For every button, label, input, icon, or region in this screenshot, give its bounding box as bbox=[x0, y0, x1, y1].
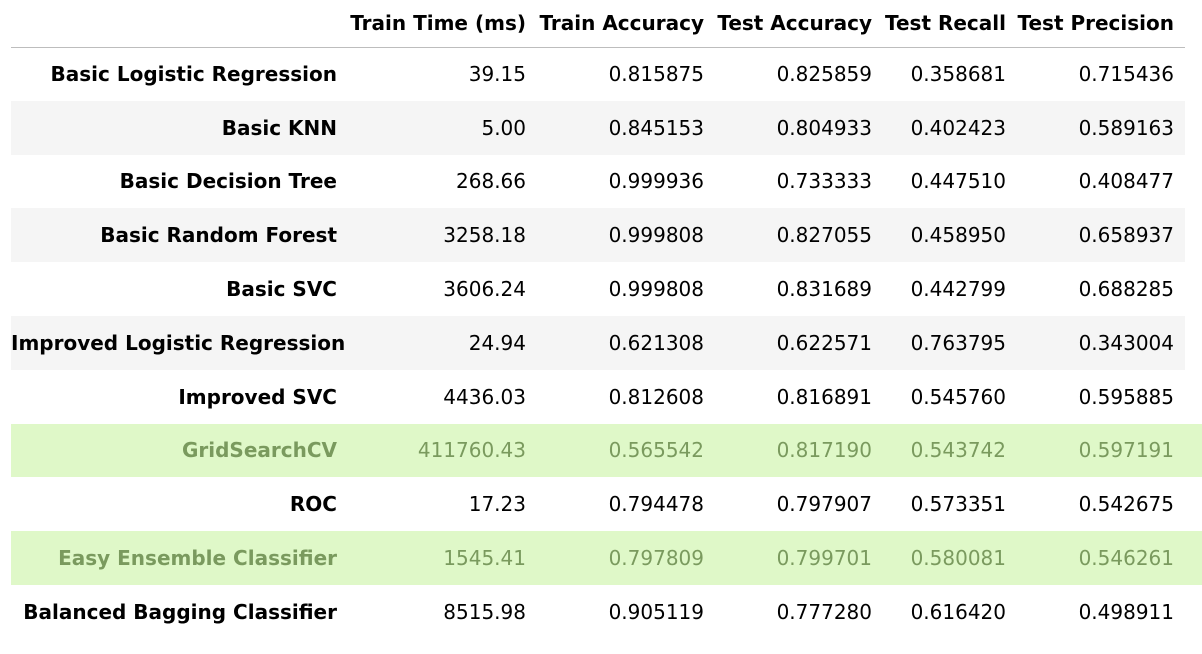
train-time-cell: 3606.24 bbox=[443, 277, 526, 302]
test-precision-cell: 0.343004 bbox=[1078, 330, 1174, 355]
row-label: Basic Decision Tree bbox=[119, 169, 337, 194]
test-precision-cell: 0.546261 bbox=[1078, 546, 1174, 571]
test-precision-cell: 0.542675 bbox=[1078, 492, 1174, 517]
table-header: Train Time (ms) Train Accuracy Test Accu… bbox=[11, 0, 1185, 48]
test-recall-cell: 0.358681 bbox=[910, 62, 1006, 87]
row-label: Basic Random Forest bbox=[100, 223, 337, 248]
train-accuracy-cell: 0.565542 bbox=[608, 438, 704, 463]
row-label: Improved SVC bbox=[178, 384, 337, 409]
header-test-precision: Test Precision bbox=[1017, 0, 1185, 48]
table-row: ROC 17.23 0.794478 0.797907 0.573351 0.542675 bbox=[11, 477, 1185, 531]
test-recall-cell: 0.402423 bbox=[910, 115, 1006, 140]
train-accuracy-cell: 0.845153 bbox=[608, 115, 704, 140]
row-label: Improved Logistic Regression bbox=[11, 330, 346, 355]
test-accuracy-cell: 0.816891 bbox=[776, 384, 872, 409]
test-recall-cell: 0.545760 bbox=[910, 384, 1006, 409]
table-row: Basic KNN 5.00 0.845153 0.804933 0.402423 0.5… bbox=[11, 100, 1185, 155]
test-accuracy-cell: 0.797907 bbox=[776, 492, 872, 517]
highlight-band bbox=[1185, 423, 1202, 478]
train-accuracy-cell: 0.797809 bbox=[608, 546, 704, 571]
test-accuracy-cell: 0.622571 bbox=[776, 330, 872, 355]
header-index bbox=[11, 0, 348, 48]
test-recall-cell: 0.458950 bbox=[910, 223, 1006, 248]
test-accuracy-cell: 0.825859 bbox=[776, 62, 872, 87]
test-precision-cell: 0.595885 bbox=[1078, 384, 1174, 409]
train-time-cell: 39.15 bbox=[468, 62, 526, 87]
table-row: Balanced Bagging Classifier 8515.98 0.9051… bbox=[11, 585, 1185, 639]
table-row: Basic Random Forest 3258.18 0.999808 0.8270… bbox=[11, 208, 1185, 263]
test-recall-cell: 0.442799 bbox=[910, 277, 1006, 302]
row-label: Basic KNN bbox=[221, 115, 337, 140]
test-accuracy-cell: 0.827055 bbox=[776, 223, 872, 248]
test-accuracy-cell: 0.831689 bbox=[776, 277, 872, 302]
test-precision-cell: 0.597191 bbox=[1078, 438, 1174, 463]
train-time-cell: 1545.41 bbox=[443, 546, 526, 571]
test-precision-cell: 0.688285 bbox=[1078, 277, 1174, 302]
train-accuracy-cell: 0.999808 bbox=[608, 223, 704, 248]
test-precision-cell: 0.715436 bbox=[1078, 62, 1174, 87]
header-train-accuracy: Train Accuracy bbox=[537, 0, 715, 48]
train-accuracy-cell: 0.794478 bbox=[608, 492, 704, 517]
test-precision-cell: 0.408477 bbox=[1078, 169, 1174, 194]
row-label: GridSearchCV bbox=[181, 438, 337, 463]
train-time-cell: 411760.43 bbox=[417, 438, 526, 463]
train-accuracy-cell: 0.621308 bbox=[608, 330, 704, 355]
train-time-cell: 268.66 bbox=[456, 169, 526, 194]
test-accuracy-cell: 0.733333 bbox=[776, 169, 872, 194]
test-accuracy-cell: 0.817190 bbox=[776, 438, 872, 463]
row-label: Balanced Bagging Classifier bbox=[23, 599, 337, 624]
train-time-cell: 4436.03 bbox=[443, 384, 526, 409]
train-accuracy-cell: 0.999936 bbox=[608, 169, 704, 194]
test-precision-cell: 0.498911 bbox=[1078, 599, 1174, 624]
highlight-band bbox=[1185, 531, 1202, 585]
table-row: Easy Ensemble Classifier 1545.41 0.797809 0… bbox=[11, 531, 1185, 585]
row-label: Basic Logistic Regression bbox=[50, 62, 337, 87]
test-precision-cell: 0.589163 bbox=[1078, 115, 1174, 140]
table-row: Improved Logistic Regression 24.94 0.62130… bbox=[11, 315, 1185, 370]
test-recall-cell: 0.447510 bbox=[910, 169, 1006, 194]
table-row: Basic Logistic Regression 39.15 0.815875 0.… bbox=[11, 47, 1185, 101]
train-time-cell: 3258.18 bbox=[443, 223, 526, 248]
train-accuracy-cell: 0.815875 bbox=[608, 62, 704, 87]
train-time-cell: 5.00 bbox=[481, 115, 526, 140]
row-label: Easy Ensemble Classifier bbox=[58, 546, 337, 571]
test-recall-cell: 0.543742 bbox=[910, 438, 1006, 463]
test-accuracy-cell: 0.799701 bbox=[776, 546, 872, 571]
train-accuracy-cell: 0.905119 bbox=[608, 599, 704, 624]
train-time-cell: 8515.98 bbox=[443, 599, 526, 624]
table-row: Basic SVC 3606.24 0.999808 0.831689 0.442799… bbox=[11, 262, 1185, 316]
train-time-cell: 24.94 bbox=[468, 330, 526, 355]
test-accuracy-cell: 0.804933 bbox=[776, 115, 872, 140]
table-body: Basic Logistic Regression 39.15 0.815875 0.… bbox=[11, 47, 1185, 639]
test-accuracy-cell: 0.777280 bbox=[776, 599, 872, 624]
table-row: GridSearchCV 411760.43 0.565542 0.817190 0.5… bbox=[11, 423, 1185, 478]
row-label: Basic SVC bbox=[226, 277, 337, 302]
table-row: Improved SVC 4436.03 0.812608 0.816891 0.545… bbox=[11, 370, 1185, 424]
test-precision-cell: 0.658937 bbox=[1078, 223, 1174, 248]
row-label: ROC bbox=[289, 492, 337, 517]
header-test-accuracy: Test Accuracy bbox=[715, 0, 883, 48]
header-test-recall: Test Recall bbox=[883, 0, 1017, 48]
test-recall-cell: 0.616420 bbox=[910, 599, 1006, 624]
table-row: Basic Decision Tree 268.66 0.999936 0.73333… bbox=[11, 155, 1185, 209]
test-recall-cell: 0.573351 bbox=[910, 492, 1006, 517]
train-accuracy-cell: 0.999808 bbox=[608, 277, 704, 302]
header-train-time: Train Time (ms) bbox=[348, 0, 537, 48]
test-recall-cell: 0.580081 bbox=[910, 546, 1006, 571]
train-accuracy-cell: 0.812608 bbox=[608, 384, 704, 409]
test-recall-cell: 0.763795 bbox=[910, 330, 1006, 355]
header-row: Train Time (ms) Train Accuracy Test Accu… bbox=[11, 0, 1185, 48]
model-comparison-table: Train Time (ms) Train Accuracy Test Accu… bbox=[11, 0, 1185, 639]
train-time-cell: 17.23 bbox=[468, 492, 526, 517]
